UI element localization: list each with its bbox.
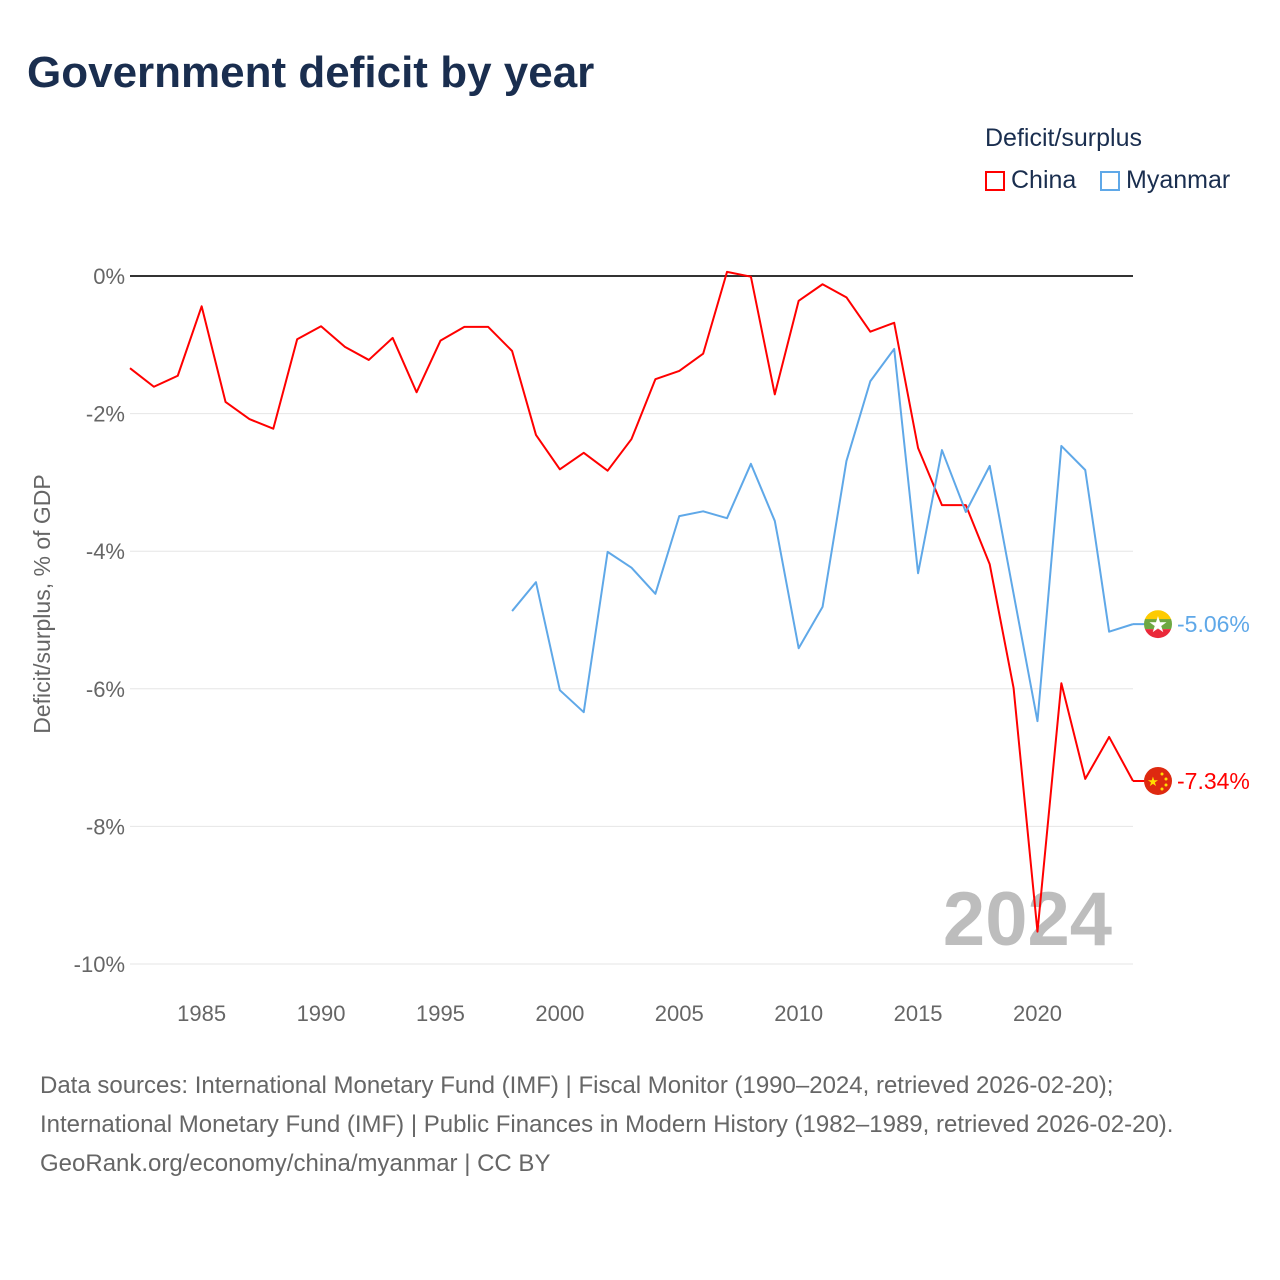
y-tick-label: -2%	[86, 402, 125, 427]
legend-item-myanmar[interactable]: Myanmar	[1100, 166, 1230, 195]
x-tick-label: 1995	[416, 1001, 465, 1026]
x-tick-label: 2015	[894, 1001, 943, 1026]
legend-swatch-myanmar	[1100, 170, 1120, 191]
flag-stripe	[1144, 619, 1172, 630]
series-line-china	[129, 270, 1134, 933]
x-tick-label: 1985	[177, 1001, 226, 1026]
myanmar-flag-icon	[1144, 610, 1172, 621]
chart-title: Government deficit by year	[27, 48, 595, 97]
flag-star: ★	[1148, 612, 1168, 637]
legend-title: Deficit/surplus	[985, 124, 1142, 152]
flag-star	[1160, 772, 1164, 776]
flag-star	[1164, 783, 1168, 787]
end-value-label-myanmar: -5.06%	[1177, 611, 1250, 637]
flag-star: ★	[1147, 774, 1159, 789]
x-tick-label: 2020	[1013, 1001, 1062, 1026]
end-value-label-china: -7.34%	[1177, 768, 1250, 794]
x-tick-label: 2005	[655, 1001, 704, 1026]
y-tick-label: -4%	[86, 539, 125, 564]
line-chart: 0% -2% -4% -6% -8% -10% 1985 1990 1995 2000 2005 20…	[29, 264, 1250, 1026]
flag-star	[1164, 777, 1168, 781]
x-tick-label: 2000	[535, 1001, 584, 1026]
x-tick-label: 2010	[774, 1001, 823, 1026]
y-tick-label: -6%	[86, 677, 125, 702]
legend-label-china: China	[1011, 166, 1077, 194]
legend-item-china[interactable]: China	[985, 166, 1076, 195]
year-watermark: 2024	[943, 877, 1112, 962]
sources-footer: Data sources: International Monetary Fun…	[40, 1066, 1240, 1183]
y-axis-label: Deficit/surplus, % of GDP	[29, 474, 55, 733]
series-line-myanmar	[511, 347, 1134, 723]
x-tick-label: 1990	[297, 1001, 346, 1026]
y-tick-label: -8%	[86, 814, 125, 839]
legend-label-myanmar: Myanmar	[1126, 166, 1231, 194]
china-flag-icon	[1144, 766, 1172, 795]
data-sources-text: Data sources: International Monetary Fun…	[40, 1072, 1174, 1138]
y-tick-label: 0%	[93, 264, 125, 289]
flag-stripe	[1144, 629, 1172, 639]
credit-link[interactable]: GeoRank.org/economy/china/myanmar | CC B…	[40, 1150, 551, 1177]
legend-swatch-china	[985, 170, 1005, 191]
flag-star	[1160, 787, 1164, 791]
y-tick-label: -10%	[74, 952, 125, 977]
